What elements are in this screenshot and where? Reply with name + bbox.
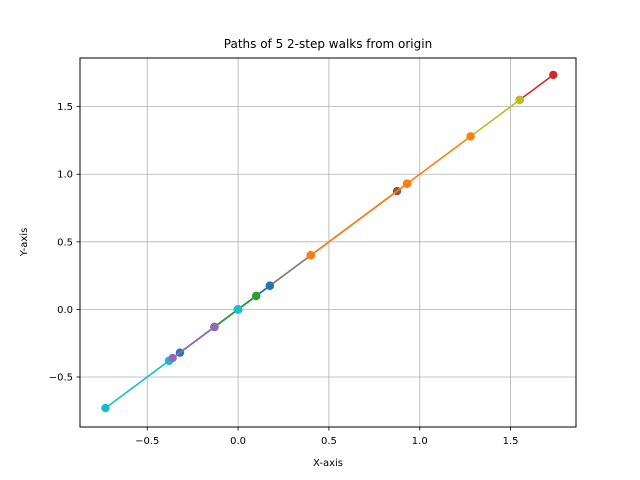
ticks: −0.5 0.0 0.5 1.0 1.5 −0.5 0.0 0.5 1.0 1.5 [49, 102, 519, 447]
x-axis-label: X-axis [313, 458, 343, 469]
x-tick-label: 1.0 [412, 436, 428, 447]
y-tick-label: 1.5 [57, 102, 73, 113]
chart-title: Paths of 5 2-step walks from origin [224, 37, 432, 51]
series-9 [101, 356, 174, 413]
data-point [466, 132, 475, 141]
series-line [104, 360, 170, 409]
y-tick-label: 1.0 [57, 170, 73, 181]
y-tick-label: 0.5 [57, 237, 73, 248]
series-19 [233, 305, 243, 314]
grid [80, 58, 576, 427]
data-point [168, 353, 177, 363]
x-tick-label: 1.5 [503, 436, 519, 447]
series-line [172, 326, 215, 359]
x-tick-label: 0.0 [230, 436, 246, 447]
x-tick-label: −0.5 [135, 436, 159, 447]
plot-frame [79, 57, 577, 428]
data-point [252, 291, 261, 301]
y-tick-label: 0.0 [57, 305, 73, 316]
data-point [402, 179, 412, 188]
series-14 [168, 322, 219, 363]
series-20 [402, 179, 412, 188]
x-tick-label: 0.5 [321, 436, 337, 447]
series-line [470, 99, 521, 138]
data-point [233, 305, 243, 314]
data-point [306, 251, 315, 260]
data-point [210, 322, 219, 332]
data-point [265, 281, 275, 290]
series-line [519, 74, 554, 101]
y-tick-label: −0.5 [49, 372, 73, 383]
series-line [310, 135, 472, 256]
data-point [549, 70, 558, 80]
data-point [101, 403, 110, 413]
series-11 [306, 132, 475, 260]
data-point [515, 95, 524, 105]
series-layer [101, 70, 558, 413]
y-axis-label: Y-axis [19, 228, 30, 258]
